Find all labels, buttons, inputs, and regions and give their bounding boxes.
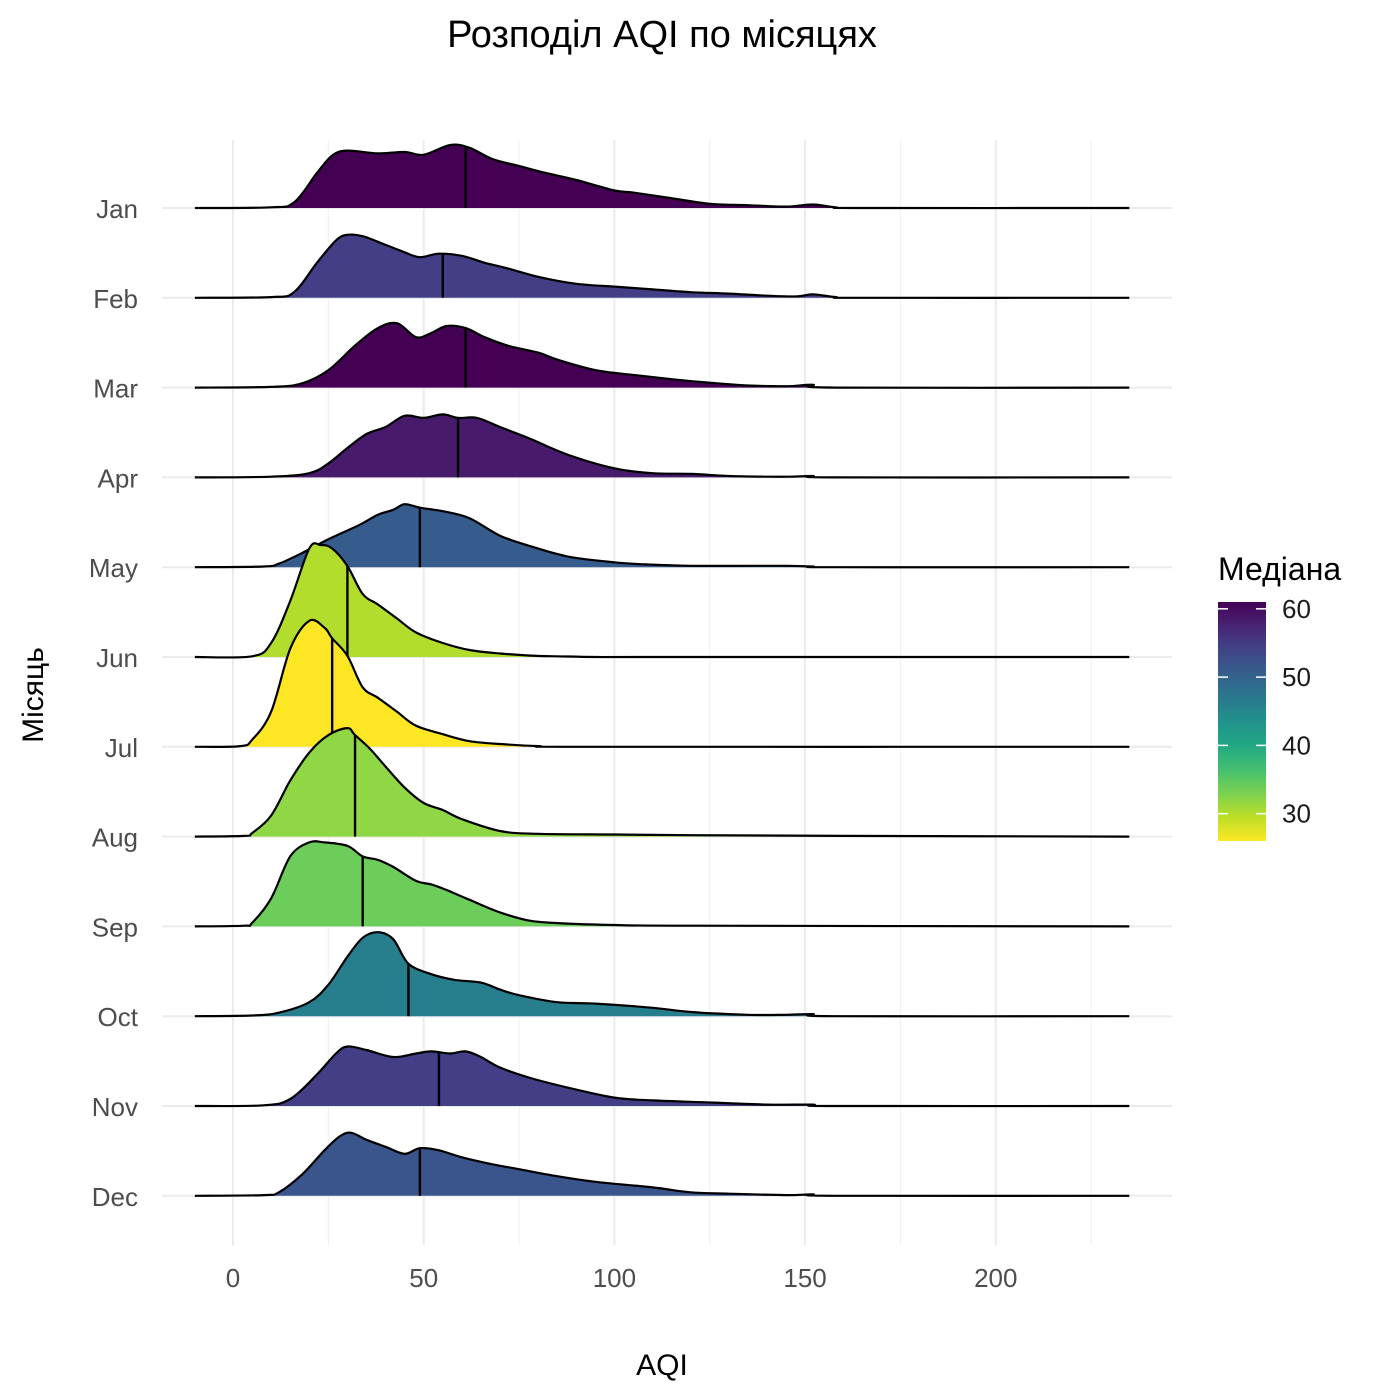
legend: Медіана 60 50 40 30 bbox=[1218, 551, 1341, 841]
y-tick-label: Mar bbox=[93, 374, 138, 404]
ridge-fill bbox=[194, 1132, 1130, 1196]
y-tick-labels: Jan Feb Mar Apr May Jun Jul Aug Sep Oct Nov Dec bbox=[89, 194, 139, 1212]
y-axis-title: Місяць bbox=[17, 647, 50, 743]
ridge-nov bbox=[194, 1045, 1130, 1108]
ridge-jun bbox=[194, 542, 1130, 659]
x-tick-label: 50 bbox=[409, 1263, 438, 1293]
ridge-feb bbox=[194, 233, 1130, 299]
ridge-oct bbox=[194, 931, 1130, 1018]
ridge-apr bbox=[194, 413, 1130, 479]
y-tick-label: Sep bbox=[92, 912, 138, 942]
ridge-mar bbox=[194, 321, 1130, 389]
x-tick-label: 100 bbox=[593, 1263, 636, 1293]
ridge-outline bbox=[194, 143, 1130, 210]
ridge-outline bbox=[194, 413, 1130, 479]
ridge-fill bbox=[194, 728, 1130, 837]
legend-title: Медіана bbox=[1218, 551, 1341, 587]
ridge-jan bbox=[194, 143, 1130, 210]
ridge-fill bbox=[194, 1046, 1130, 1107]
y-tick-label: Feb bbox=[93, 284, 138, 314]
ridge-outline bbox=[194, 233, 1130, 299]
ridge-sep bbox=[194, 840, 1130, 928]
legend-label: 50 bbox=[1282, 662, 1311, 692]
ridge-fill bbox=[194, 414, 1130, 478]
ridge-fill bbox=[194, 932, 1130, 1017]
y-tick-label: Jun bbox=[96, 643, 138, 673]
ridge-outline bbox=[194, 321, 1130, 389]
ridge-fill bbox=[194, 322, 1130, 388]
legend-label: 30 bbox=[1282, 799, 1311, 829]
ridge-may bbox=[194, 503, 1130, 569]
legend-label: 60 bbox=[1282, 594, 1311, 624]
y-tick-label: May bbox=[89, 553, 138, 583]
x-tick-label: 200 bbox=[974, 1263, 1017, 1293]
ridge-outline bbox=[194, 542, 1130, 659]
y-tick-label: Dec bbox=[92, 1182, 138, 1212]
y-tick-label: Oct bbox=[98, 1002, 139, 1032]
ridge-outline bbox=[194, 727, 1130, 838]
ridge-outline bbox=[194, 1045, 1130, 1108]
ridge-fill bbox=[194, 543, 1130, 658]
ridges bbox=[194, 143, 1130, 1197]
ridge-dec bbox=[194, 1131, 1130, 1197]
x-tick-label: 0 bbox=[226, 1263, 240, 1293]
chart-title: Розподіл AQI по місяцях bbox=[447, 14, 877, 56]
ridge-fill bbox=[194, 841, 1130, 927]
ridge-fill bbox=[194, 504, 1130, 568]
ridge-outline bbox=[194, 840, 1130, 928]
y-tick-label: Nov bbox=[92, 1092, 138, 1122]
y-tick-label: Apr bbox=[98, 463, 139, 493]
x-tick-labels: 0 50 100 150 200 bbox=[226, 1263, 1018, 1293]
legend-label: 40 bbox=[1282, 730, 1311, 760]
y-tick-label: Aug bbox=[92, 823, 138, 853]
ridge-outline bbox=[194, 618, 1130, 748]
legend-colorbar bbox=[1218, 602, 1266, 841]
ridge-jul bbox=[194, 618, 1130, 748]
x-axis-title: AQI bbox=[636, 1349, 688, 1382]
ridge-outline bbox=[194, 1131, 1130, 1197]
ridge-fill bbox=[194, 619, 1130, 747]
ridge-outline bbox=[194, 931, 1130, 1018]
x-tick-label: 150 bbox=[783, 1263, 826, 1293]
ridge-outline bbox=[194, 503, 1130, 569]
ridge-aug bbox=[194, 727, 1130, 838]
y-tick-label: Jan bbox=[96, 194, 138, 224]
ridge-fill bbox=[194, 144, 1130, 209]
y-tick-label: Jul bbox=[105, 733, 138, 763]
ridge-fill bbox=[194, 234, 1130, 298]
